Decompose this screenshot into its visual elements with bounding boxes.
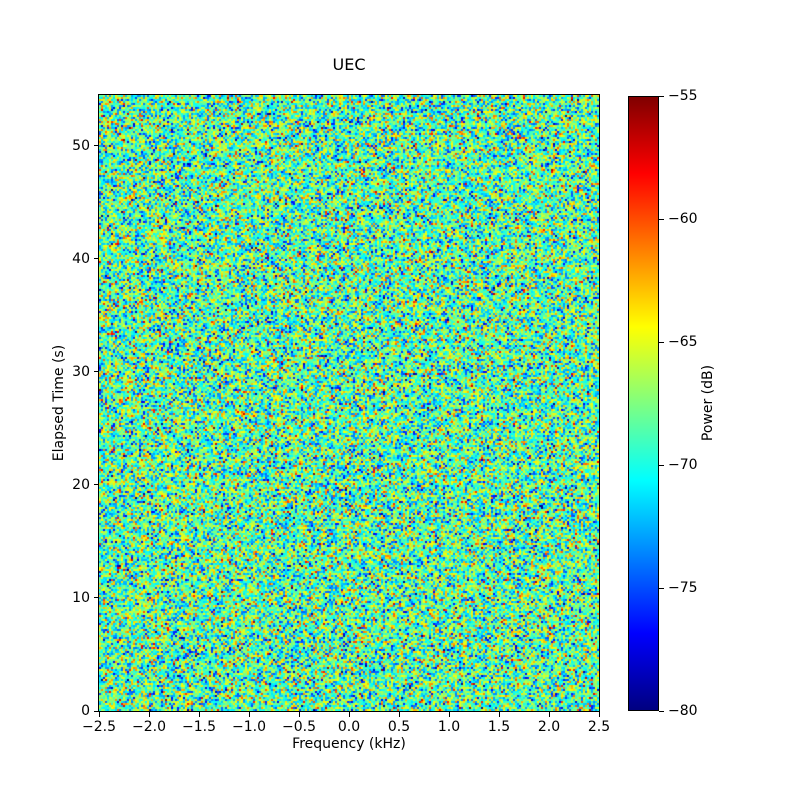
x-tick-label: 2.5 <box>587 719 611 735</box>
x-tick <box>398 712 400 717</box>
y-tick <box>94 597 99 599</box>
x-tick-label: 0.5 <box>387 719 411 735</box>
x-tick-label: 0.0 <box>337 719 361 735</box>
colorbar-tick-label: −70 <box>668 457 698 473</box>
colorbar-tick-label: −65 <box>668 334 698 350</box>
colorbar-tick <box>659 218 664 220</box>
colorbar-tick <box>659 710 664 712</box>
x-tick-label: 2.0 <box>537 719 561 735</box>
y-tick-label: 30 <box>72 363 90 380</box>
y-tick <box>94 371 99 373</box>
x-tick-label: −1.5 <box>182 719 216 735</box>
x-tick-label: −0.5 <box>282 719 316 735</box>
colorbar-label: Power (dB) <box>700 364 716 442</box>
x-tick <box>598 712 600 717</box>
y-tick-label: 0 <box>81 703 90 719</box>
y-tick <box>94 145 99 147</box>
plot-title: UEC <box>332 55 366 74</box>
x-tick-label: −1.0 <box>232 719 266 735</box>
colorbar-tick <box>659 587 664 589</box>
x-tick-label: −2.0 <box>132 719 166 735</box>
y-tick-label: 50 <box>72 137 90 154</box>
x-axis-label: Frequency (kHz) <box>292 736 406 752</box>
y-tick-label: 10 <box>72 589 90 606</box>
y-tick-label: 40 <box>72 250 90 267</box>
spectrogram-image <box>99 95 599 711</box>
x-tick <box>498 712 500 717</box>
x-tick <box>148 712 150 717</box>
x-tick <box>248 712 250 717</box>
colorbar <box>628 96 659 711</box>
x-tick <box>198 712 200 717</box>
x-tick <box>98 712 100 717</box>
colorbar-tick <box>659 341 664 343</box>
x-tick-label: 1.5 <box>487 719 511 735</box>
x-tick <box>548 712 550 717</box>
x-tick-label: 1.0 <box>437 719 461 735</box>
y-axis-label: Elapsed Time (s) <box>51 344 67 462</box>
y-tick <box>94 710 99 712</box>
y-tick <box>94 258 99 260</box>
colorbar-tick-label: −75 <box>668 580 698 596</box>
colorbar-tick-label: −60 <box>668 211 698 227</box>
x-tick <box>298 712 300 717</box>
plot-frame <box>98 94 600 712</box>
y-tick <box>94 484 99 486</box>
colorbar-tick <box>659 464 664 466</box>
colorbar-tick <box>659 95 664 97</box>
y-tick-label: 20 <box>72 476 90 493</box>
colorbar-tick-label: −80 <box>668 703 698 719</box>
x-tick <box>448 712 450 717</box>
x-tick <box>348 712 350 717</box>
x-tick-label: −2.5 <box>82 719 116 735</box>
colorbar-tick-label: −55 <box>668 88 698 104</box>
